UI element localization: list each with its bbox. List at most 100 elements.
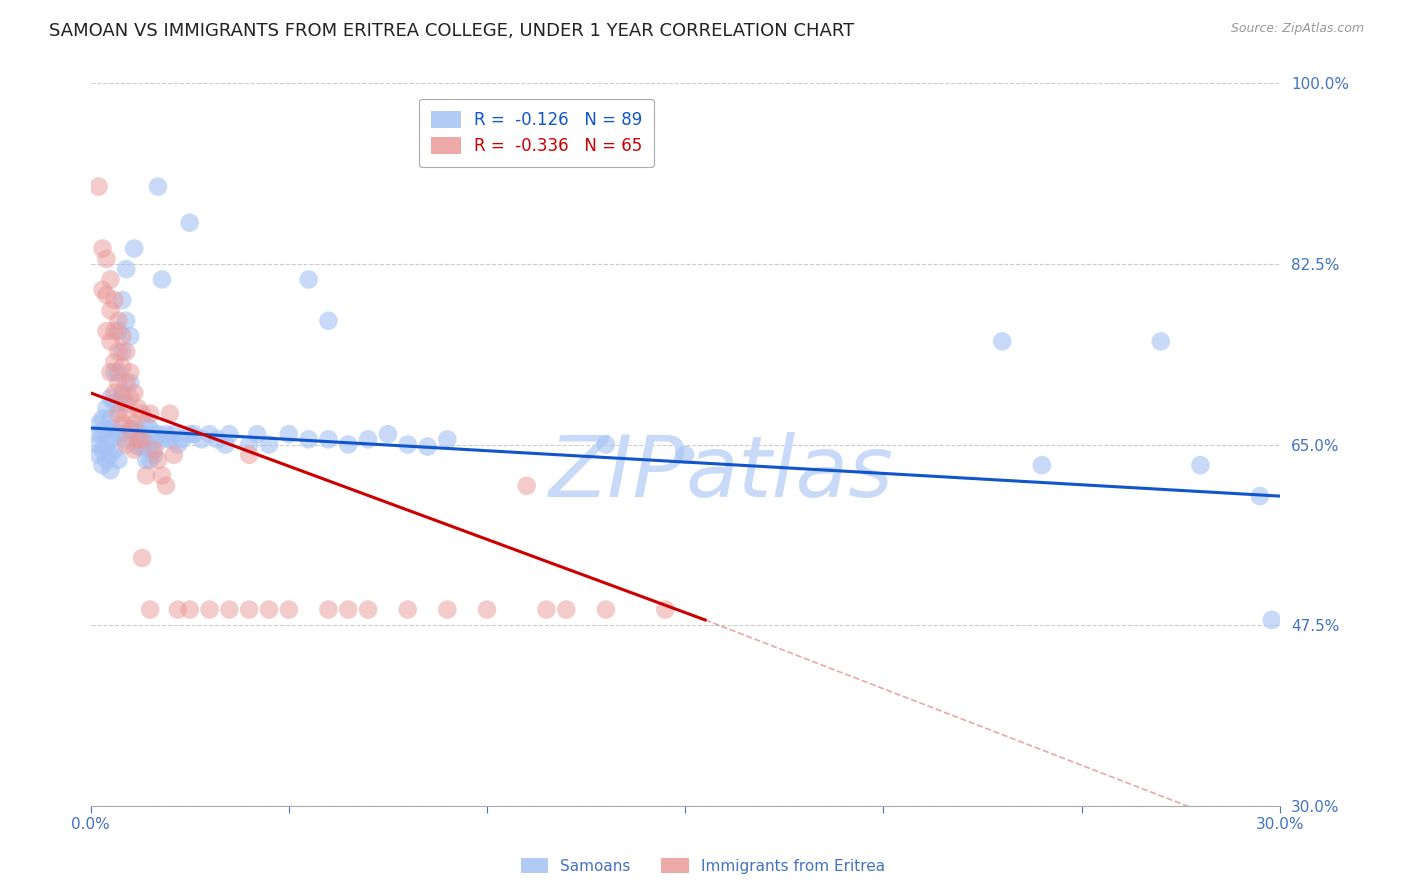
Point — [111, 391, 134, 405]
Text: atlas: atlas — [685, 432, 893, 515]
Point — [107, 365, 129, 379]
Point — [107, 407, 129, 421]
Point — [170, 433, 193, 447]
Legend: Samoans, Immigrants from Eritrea: Samoans, Immigrants from Eritrea — [515, 852, 891, 880]
Point — [246, 427, 269, 442]
Point — [179, 602, 201, 616]
Point — [1249, 489, 1271, 503]
Point — [150, 272, 173, 286]
Point — [96, 437, 118, 451]
Point — [87, 417, 110, 431]
Point — [115, 437, 138, 451]
Point — [143, 433, 166, 447]
Point — [166, 602, 188, 616]
Point — [198, 427, 221, 442]
Point — [1031, 458, 1053, 472]
Point — [87, 437, 110, 451]
Point — [120, 376, 142, 390]
Point — [111, 386, 134, 401]
Point — [111, 360, 134, 375]
Point — [135, 468, 157, 483]
Point — [100, 334, 122, 349]
Point — [337, 437, 360, 451]
Point — [103, 422, 125, 436]
Point — [115, 376, 138, 390]
Point — [536, 602, 558, 616]
Point — [91, 442, 114, 457]
Point — [111, 417, 134, 431]
Point — [107, 376, 129, 390]
Point — [91, 242, 114, 256]
Point — [277, 602, 299, 616]
Point — [150, 468, 173, 483]
Point — [103, 442, 125, 457]
Point — [96, 401, 118, 416]
Point — [122, 242, 145, 256]
Point — [297, 272, 319, 286]
Point — [179, 216, 201, 230]
Point — [179, 427, 201, 442]
Point — [87, 427, 110, 442]
Point — [257, 602, 280, 616]
Point — [416, 440, 439, 454]
Legend: R =  -0.126   N = 89, R =  -0.336   N = 65: R = -0.126 N = 89, R = -0.336 N = 65 — [419, 99, 654, 167]
Point — [143, 448, 166, 462]
Point — [155, 479, 177, 493]
Point — [475, 602, 498, 616]
Point — [166, 437, 188, 451]
Point — [100, 391, 122, 405]
Point — [115, 407, 138, 421]
Point — [146, 453, 169, 467]
Point — [150, 433, 173, 447]
Point — [146, 427, 169, 442]
Point — [115, 314, 138, 328]
Point — [214, 437, 236, 451]
Point — [673, 448, 696, 462]
Point — [107, 427, 129, 442]
Point — [107, 344, 129, 359]
Point — [100, 433, 122, 447]
Point — [120, 329, 142, 343]
Point — [135, 437, 157, 451]
Point — [139, 602, 162, 616]
Point — [183, 427, 205, 442]
Point — [337, 602, 360, 616]
Point — [100, 303, 122, 318]
Point — [297, 433, 319, 447]
Point — [120, 391, 142, 405]
Point — [120, 422, 142, 436]
Point — [115, 433, 138, 447]
Point — [96, 453, 118, 467]
Point — [318, 314, 340, 328]
Point — [107, 396, 129, 410]
Point — [100, 272, 122, 286]
Point — [100, 365, 122, 379]
Point — [163, 448, 186, 462]
Point — [120, 422, 142, 436]
Point — [135, 453, 157, 467]
Point — [377, 427, 399, 442]
Point — [87, 448, 110, 462]
Point — [131, 433, 153, 447]
Point — [107, 314, 129, 328]
Point — [96, 288, 118, 302]
Point — [115, 262, 138, 277]
Point — [91, 411, 114, 425]
Point — [238, 602, 260, 616]
Point — [277, 427, 299, 442]
Point — [122, 386, 145, 401]
Point — [100, 448, 122, 462]
Point — [318, 433, 340, 447]
Point — [436, 433, 458, 447]
Point — [100, 463, 122, 477]
Point — [127, 401, 149, 416]
Point — [555, 602, 578, 616]
Point — [122, 442, 145, 457]
Point — [103, 293, 125, 307]
Point — [111, 329, 134, 343]
Point — [139, 453, 162, 467]
Point — [1150, 334, 1173, 349]
Point — [131, 551, 153, 566]
Point — [357, 433, 380, 447]
Point — [595, 602, 617, 616]
